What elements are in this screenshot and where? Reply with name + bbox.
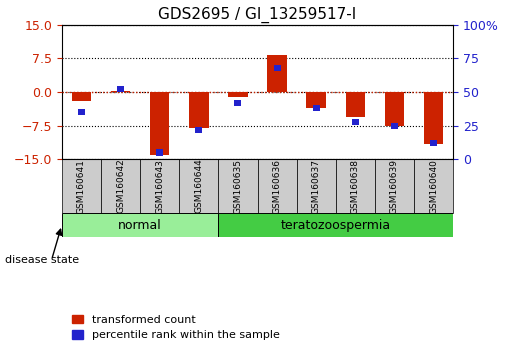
Text: GSM160638: GSM160638 (351, 159, 360, 213)
FancyBboxPatch shape (218, 159, 258, 213)
Legend: transformed count, percentile rank within the sample: transformed count, percentile rank withi… (67, 310, 284, 345)
FancyBboxPatch shape (179, 159, 218, 213)
Text: GSM160641: GSM160641 (77, 159, 86, 213)
FancyBboxPatch shape (258, 159, 297, 213)
FancyBboxPatch shape (62, 159, 101, 213)
Text: GSM160644: GSM160644 (194, 159, 203, 213)
Bar (72, 92, 91, 101)
FancyBboxPatch shape (297, 159, 336, 213)
Text: GSM160643: GSM160643 (155, 159, 164, 213)
Text: GSM160635: GSM160635 (233, 159, 243, 213)
Bar (156, 149, 163, 155)
Bar (306, 92, 326, 108)
Bar (189, 92, 209, 128)
Bar (111, 91, 130, 92)
Bar (352, 119, 359, 125)
Text: GSM160636: GSM160636 (272, 159, 282, 213)
FancyBboxPatch shape (140, 159, 179, 213)
Text: teratozoospermia: teratozoospermia (281, 218, 391, 232)
Text: disease state: disease state (5, 255, 79, 265)
Bar (234, 100, 242, 106)
Text: GSM160637: GSM160637 (312, 159, 321, 213)
FancyBboxPatch shape (62, 213, 218, 237)
Bar (424, 92, 443, 143)
FancyBboxPatch shape (336, 159, 375, 213)
Bar (117, 86, 124, 92)
Text: GSM160639: GSM160639 (390, 159, 399, 213)
Bar (150, 92, 169, 155)
Bar (228, 92, 248, 97)
Bar (346, 92, 365, 116)
Bar (430, 140, 437, 146)
FancyBboxPatch shape (218, 213, 453, 237)
Text: GSM160642: GSM160642 (116, 159, 125, 213)
Bar (385, 92, 404, 126)
Bar (267, 55, 287, 92)
Text: normal: normal (118, 218, 162, 232)
Bar (195, 127, 202, 133)
Bar (313, 105, 320, 111)
Title: GDS2695 / GI_13259517-I: GDS2695 / GI_13259517-I (159, 7, 356, 23)
Bar (273, 65, 281, 71)
FancyBboxPatch shape (375, 159, 414, 213)
Bar (391, 122, 398, 129)
FancyBboxPatch shape (101, 159, 140, 213)
FancyBboxPatch shape (414, 159, 453, 213)
Bar (78, 109, 85, 115)
Text: GSM160640: GSM160640 (429, 159, 438, 213)
